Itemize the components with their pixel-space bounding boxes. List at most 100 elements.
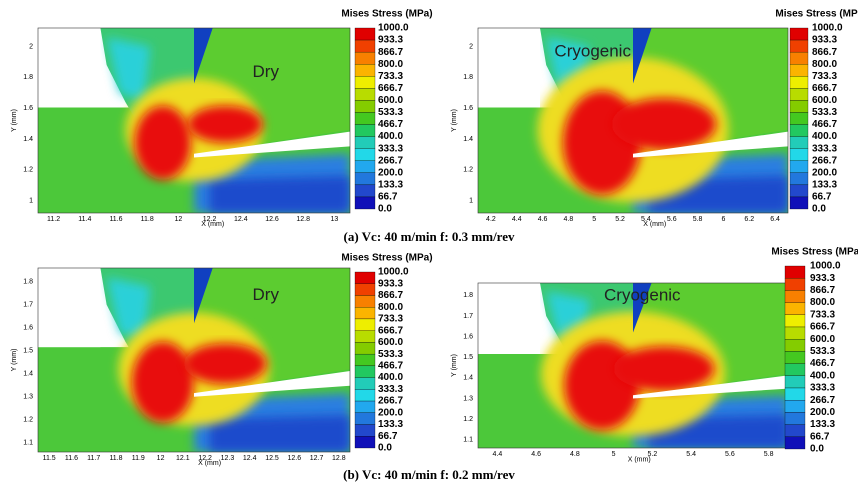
shear-zone	[131, 341, 194, 423]
colorbar-label: 933.3	[378, 278, 403, 289]
colorbar-band	[354, 100, 376, 113]
x-tick-label: 12.6	[265, 216, 279, 223]
contour-plot	[478, 28, 788, 213]
colorbar-band	[354, 283, 376, 296]
colorbar-label: 66.7	[378, 192, 398, 203]
colorbar-label: 600.0	[378, 337, 403, 348]
y-tick-label: 1.4	[463, 136, 473, 143]
colorbar-label: 600.0	[810, 334, 835, 345]
colorbar-band	[789, 196, 809, 210]
y-tick-label: 1.6	[463, 105, 473, 112]
clearance	[194, 371, 350, 397]
colorbar-label: 1000.0	[378, 23, 409, 34]
colorbar-label: 66.7	[810, 431, 830, 442]
x-tick-label: 12.8	[296, 216, 310, 223]
colorbar-band	[354, 353, 376, 367]
colorbar-label: 200.0	[810, 407, 835, 418]
colorbar-band	[354, 136, 376, 149]
colorbar-label: 400.0	[378, 131, 403, 142]
x-axis-label: X (mm)	[643, 221, 666, 228]
contour-plot	[478, 283, 788, 448]
x-tick-label: 5.6	[725, 451, 735, 458]
clearance	[633, 131, 788, 158]
x-tick-label: 12.4	[234, 216, 248, 223]
colorbar-label: 666.7	[812, 83, 837, 94]
x-tick-label: 5.8	[764, 451, 774, 458]
colorbar-label: 333.3	[810, 383, 835, 394]
x-tick-label: 12	[157, 455, 165, 462]
y-tick-label: 1.1	[23, 440, 33, 447]
chip-zone	[187, 105, 263, 143]
condition-label: Cryogenic	[604, 286, 681, 305]
x-tick-label: 5	[612, 451, 616, 458]
y-tick-label: 1.8	[463, 292, 473, 299]
colorbar-label: 800.0	[810, 297, 835, 308]
colorbar-band	[354, 271, 376, 284]
y-tick-label: 2	[469, 43, 473, 50]
x-tick-label: 4.4	[512, 216, 522, 223]
colorbar-band	[789, 124, 809, 137]
tool-tip	[633, 28, 652, 84]
caption: (a) Vc: 40 m/min f: 0.3 mm/rev	[343, 229, 515, 244]
colorbar-label: 400.0	[812, 131, 837, 142]
colorbar-label: 466.7	[378, 119, 403, 130]
tool-tip	[194, 268, 213, 324]
colorbar-label: 466.7	[812, 119, 837, 130]
x-tick-label: 4.6	[531, 451, 541, 458]
colorbar-band	[789, 184, 809, 198]
colorbar-label: 800.0	[378, 59, 403, 70]
colorbar-band	[354, 412, 376, 425]
x-tick-label: 5.2	[648, 451, 658, 458]
y-tick-label: 1.8	[23, 74, 33, 81]
y-tick-label: 1.8	[23, 279, 33, 286]
frame	[477, 27, 789, 214]
colorbar-band	[354, 330, 376, 343]
x-tick-label: 11.4	[78, 216, 91, 223]
y-tick-label: 1.3	[23, 394, 33, 401]
air	[38, 268, 101, 348]
colorbar-label: 266.7	[378, 155, 403, 166]
colorbar-label: 1000.0	[810, 261, 841, 272]
colorbar-label: 133.3	[378, 419, 403, 430]
y-tick-label: 1.5	[463, 354, 473, 361]
colorbar-band	[354, 148, 376, 161]
colorbar-band	[354, 124, 376, 137]
y-tick-label: 1.6	[23, 105, 33, 112]
colorbar-label: 1000.0	[378, 267, 409, 278]
x-tick-label: 11.6	[109, 216, 122, 223]
colorbar-band	[789, 51, 809, 65]
colorbar-label: 533.3	[378, 349, 403, 360]
chip-zone	[611, 98, 717, 151]
colorbar-label: 266.7	[810, 395, 835, 406]
colorbar-label: 800.0	[812, 59, 837, 70]
x-tick-label: 11.6	[65, 455, 78, 462]
colorbar-title: Mises Stress (MPa)	[341, 253, 432, 264]
cool-core	[209, 415, 350, 452]
y-tick-label: 1.4	[23, 136, 33, 143]
clearance	[633, 375, 788, 399]
x-tick-label: 11.8	[141, 216, 154, 223]
x-tick-label: 12.1	[176, 455, 190, 462]
colorbar-band	[354, 424, 376, 437]
x-tick-label: 5.2	[615, 216, 625, 223]
colorbar-band	[354, 400, 376, 413]
colorbar-label: 333.3	[378, 143, 403, 154]
condition-label: Dry	[253, 285, 280, 304]
x-tick-label: 12.5	[265, 455, 279, 462]
x-tick-label: 12.3	[221, 455, 235, 462]
y-tick-label: 1.1	[463, 437, 473, 444]
x-tick-label: 4.6	[538, 216, 548, 223]
y-tick-label: 1	[469, 198, 473, 205]
colorbar-band	[784, 412, 806, 425]
y-tick-label: 1.5	[23, 348, 33, 355]
x-tick-label: 5	[592, 216, 596, 223]
colorbar-band	[354, 389, 376, 402]
colorbar-label: 866.7	[378, 290, 403, 301]
x-tick-label: 5.6	[667, 216, 677, 223]
colorbar-band	[784, 424, 806, 437]
x-tick-label: 11.8	[109, 455, 122, 462]
colorbar-label: 733.3	[378, 71, 403, 82]
colorbar-label: 533.3	[812, 107, 837, 118]
colorbar-label: 200.0	[378, 407, 403, 418]
colorbar-label: 800.0	[378, 302, 403, 313]
